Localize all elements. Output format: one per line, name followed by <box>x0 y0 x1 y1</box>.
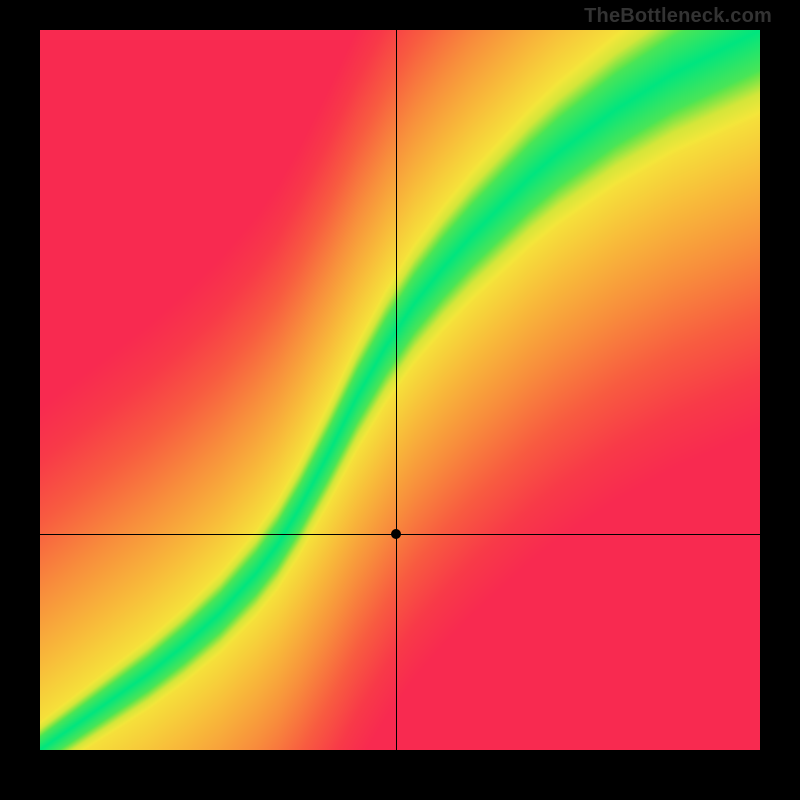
selection-marker <box>391 529 401 539</box>
heatmap-canvas <box>40 30 760 750</box>
watermark: TheBottleneck.com <box>584 5 772 28</box>
bottleneck-heatmap <box>40 30 760 750</box>
crosshair-vertical <box>396 30 397 750</box>
